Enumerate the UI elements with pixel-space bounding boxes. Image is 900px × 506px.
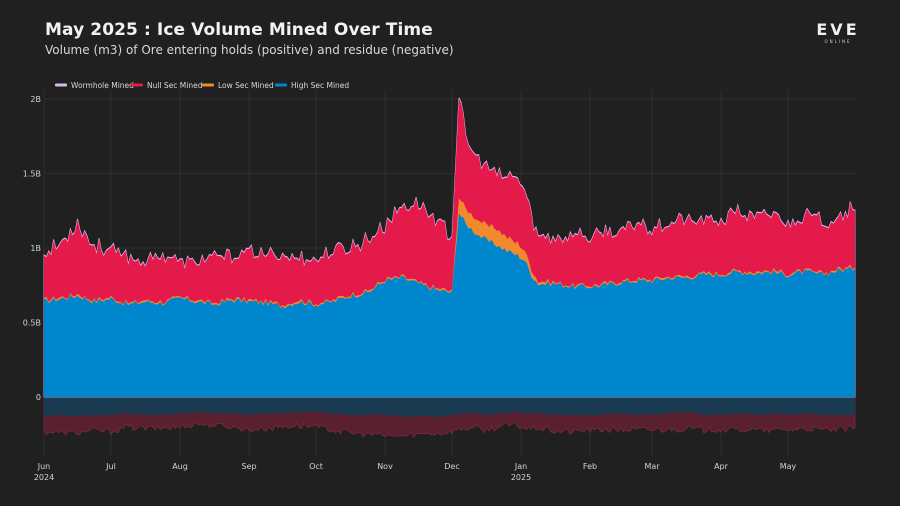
x-tick-label: Feb [583, 462, 597, 471]
y-tick-label: 1.5B [23, 170, 41, 179]
x-tick-label: Apr [714, 462, 729, 471]
y-axis: 0 0.5B 1B 1.5B 2B [23, 95, 41, 402]
logo-sub-text: ONLINE [824, 39, 852, 44]
x-tick-label: Jun [37, 462, 51, 471]
logo-main-text: EVE [816, 20, 860, 39]
area-high-sec-mined [44, 213, 855, 397]
chart-subtitle: Volume (m3) of Ore entering holds (posit… [45, 43, 454, 57]
area-high-sec-residue [44, 397, 855, 418]
x-axis: Jun 2024 Jul Aug Sep Oct Nov Dec Jan 2025 Feb Mar Ap… [34, 462, 797, 482]
x-tick-label: Sep [241, 462, 256, 471]
y-tick-label: 2B [30, 95, 41, 104]
legend-swatch [275, 83, 287, 87]
x-tick-label: Jan [514, 462, 527, 471]
legend-label: Low Sec Mined [218, 81, 274, 90]
x-tick-label: Aug [172, 462, 188, 471]
x-tick-label: May [780, 462, 797, 471]
legend-swatch [131, 83, 143, 87]
legend-label: High Sec Mined [291, 81, 349, 90]
legend-label: Wormhole Mined [71, 81, 134, 90]
x-tick-label: Oct [309, 462, 323, 471]
legend-swatch [202, 83, 214, 87]
legend-swatch [55, 83, 67, 87]
y-tick-label: 0.5B [23, 319, 41, 328]
eve-online-logo: EVE ONLINE [808, 22, 868, 46]
legend-label: Null Sec Mined [147, 81, 203, 90]
x-tick-year-label: 2024 [34, 473, 54, 482]
residue-areas [43, 396, 856, 439]
y-tick-label: 0 [36, 393, 41, 402]
x-tick-year-label: 2025 [511, 473, 531, 482]
legend: Wormhole Mined Null Sec Mined Low Sec Mine… [55, 81, 349, 90]
x-tick-label: Jul [105, 462, 116, 471]
y-tick-label: 1B [30, 244, 41, 253]
x-tick-label: Mar [644, 462, 660, 471]
chart-title: May 2025 : Ice Volume Mined Over Time [45, 20, 433, 40]
x-tick-label: Dec [444, 462, 459, 471]
x-tick-label: Nov [377, 462, 393, 471]
stacked-areas [43, 97, 856, 398]
